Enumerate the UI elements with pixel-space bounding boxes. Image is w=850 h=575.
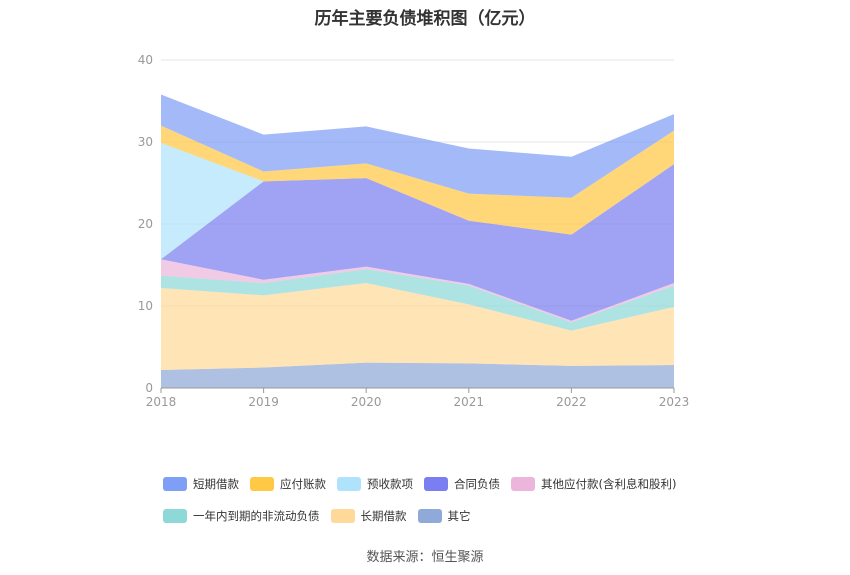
x-tick-label: 2018 bbox=[146, 395, 177, 409]
legend-swatch bbox=[417, 509, 442, 523]
y-tick-label: 10 bbox=[138, 299, 153, 313]
legend-swatch bbox=[511, 477, 535, 491]
legend-item[interactable]: 一年内到期的非流动负债 bbox=[163, 508, 320, 524]
x-tick-label: 2023 bbox=[659, 395, 690, 409]
legend: 短期借款 应付账款 预收款项 合同负债 其他应付款(含利息和股利) 一年内到期的非流动负… bbox=[163, 473, 723, 537]
legend-item[interactable]: 其它 bbox=[417, 508, 471, 524]
x-tick-label: 2022 bbox=[556, 395, 587, 409]
data-source: 数据来源：恒生聚源 bbox=[366, 550, 484, 565]
legend-label: 应付账款 bbox=[280, 477, 326, 491]
legend-item[interactable]: 其他应付款(含利息和股利) bbox=[511, 476, 676, 492]
area-series-0 bbox=[161, 362, 674, 388]
chart-title: 历年主要负债堆积图（亿元） bbox=[314, 9, 536, 29]
legend-item[interactable]: 合同负债 bbox=[424, 476, 500, 492]
legend-label: 一年内到期的非流动负债 bbox=[193, 509, 320, 523]
legend-item[interactable]: 应付账款 bbox=[250, 476, 326, 492]
area-series-1 bbox=[161, 283, 674, 370]
y-tick-label: 20 bbox=[138, 217, 153, 231]
legend-row: 一年内到期的非流动负债 长期借款 其它 bbox=[163, 505, 723, 527]
legend-swatch bbox=[337, 477, 361, 491]
legend-swatch bbox=[163, 509, 187, 523]
legend-label: 其它 bbox=[447, 509, 471, 523]
area-series-6 bbox=[161, 125, 674, 235]
legend-label: 长期借款 bbox=[360, 509, 407, 523]
legend-item[interactable]: 长期借款 bbox=[330, 508, 407, 524]
legend-label: 预收款项 bbox=[367, 477, 413, 491]
y-tick-label: 40 bbox=[138, 53, 153, 67]
area-series-2 bbox=[161, 269, 674, 331]
legend-row: 短期借款 应付账款 预收款项 合同负债 其他应付款(含利息和股利) bbox=[163, 473, 723, 495]
area-series-7 bbox=[161, 94, 674, 198]
area-series-4 bbox=[161, 164, 674, 321]
area-series bbox=[161, 94, 674, 388]
legend-swatch bbox=[250, 477, 274, 491]
legend-label: 合同负债 bbox=[454, 477, 500, 491]
x-tick-label: 2021 bbox=[454, 395, 485, 409]
y-tick-label: 30 bbox=[138, 135, 153, 149]
legend-item[interactable]: 短期借款 bbox=[163, 476, 239, 492]
legend-label: 短期借款 bbox=[193, 477, 239, 491]
y-tick-label: 0 bbox=[145, 381, 153, 395]
legend-item[interactable]: 预收款项 bbox=[337, 476, 413, 492]
legend-label: 其他应付款(含利息和股利) bbox=[541, 477, 677, 491]
legend-swatch bbox=[424, 477, 448, 491]
legend-swatch bbox=[163, 477, 187, 491]
legend-swatch bbox=[330, 509, 355, 523]
axes: 0 10 20 30 40 2018 2019 2020 2021 2022 2023 bbox=[138, 53, 690, 409]
x-tick-label: 2020 bbox=[351, 395, 382, 409]
x-tick-label: 2019 bbox=[248, 395, 279, 409]
